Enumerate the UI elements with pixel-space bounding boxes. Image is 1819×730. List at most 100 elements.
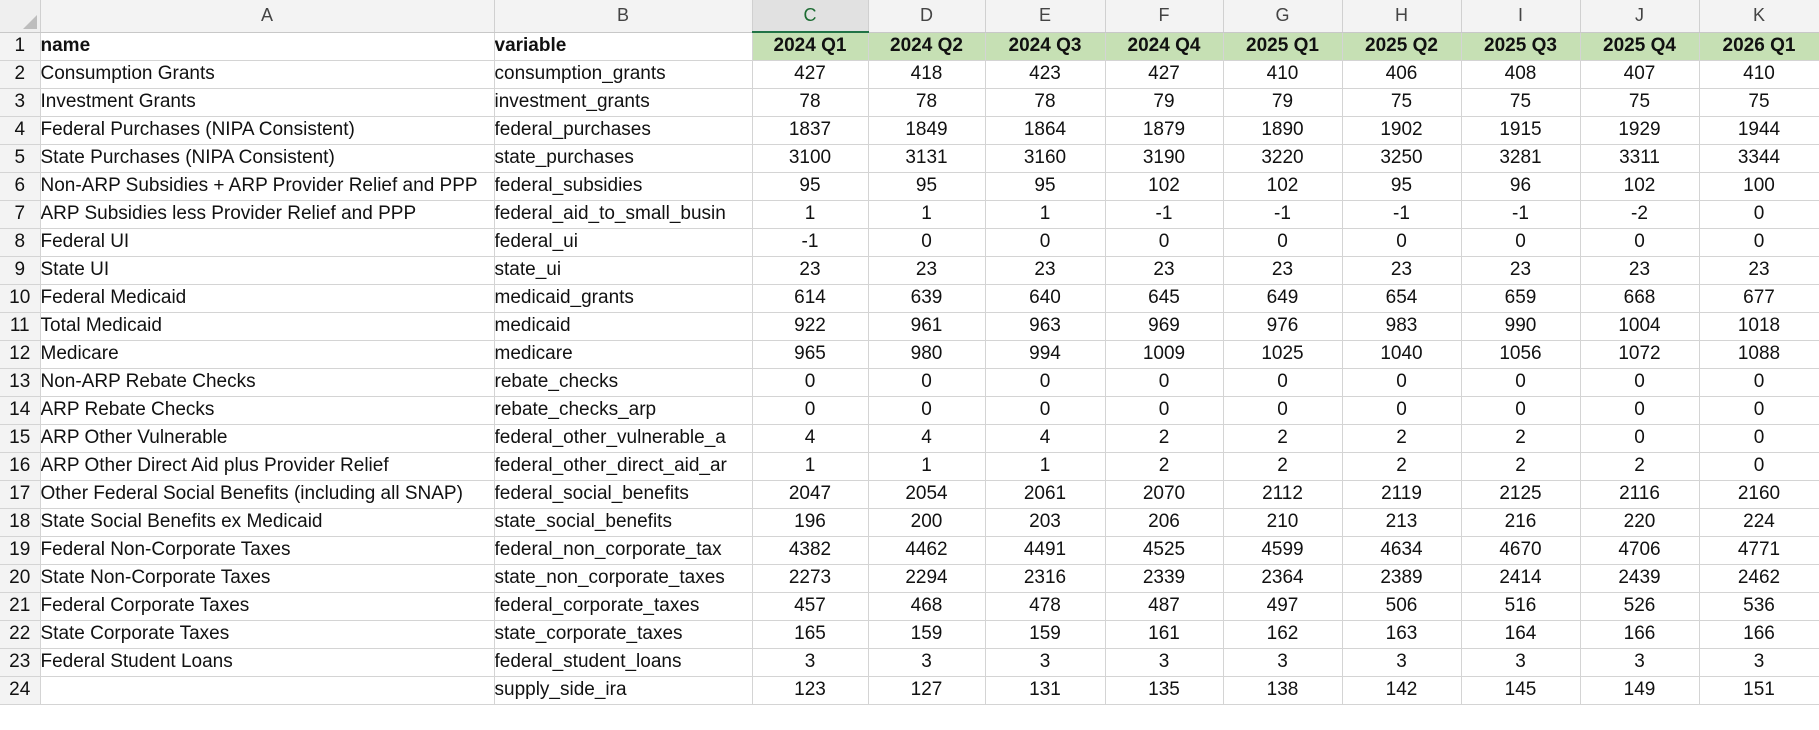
value-cell[interactable]: 423 (985, 60, 1106, 89)
value-cell[interactable]: 102 (1105, 172, 1224, 201)
value-cell[interactable]: 75 (1580, 88, 1700, 117)
value-cell[interactable]: -1 (752, 228, 869, 257)
name-cell[interactable]: State UI (40, 256, 495, 285)
value-cell[interactable]: 410 (1699, 60, 1819, 89)
variable-cell[interactable]: federal_non_corporate_tax (494, 536, 753, 565)
value-cell[interactable]: 79 (1223, 88, 1343, 117)
value-cell[interactable]: 427 (752, 60, 869, 89)
quarter-header-cell[interactable]: 2025 Q4 (1580, 32, 1700, 61)
value-cell[interactable]: 131 (985, 676, 1106, 705)
value-cell[interactable]: 2 (1461, 452, 1581, 481)
value-cell[interactable]: 677 (1699, 284, 1819, 313)
quarter-header-cell[interactable]: 2024 Q1 (752, 32, 869, 61)
quarter-header-cell[interactable]: 2025 Q3 (1461, 32, 1581, 61)
variable-cell[interactable]: rebate_checks (494, 368, 753, 397)
value-cell[interactable]: 526 (1580, 592, 1700, 621)
value-cell[interactable]: 2125 (1461, 480, 1581, 509)
row-header[interactable]: 7 (0, 200, 41, 229)
value-cell[interactable]: 0 (1223, 368, 1343, 397)
variable-cell[interactable]: medicaid (494, 312, 753, 341)
value-cell[interactable]: 4 (868, 424, 986, 453)
value-cell[interactable]: 1072 (1580, 340, 1700, 369)
column-header-b[interactable]: B (494, 0, 753, 33)
value-cell[interactable]: 410 (1223, 60, 1343, 89)
value-cell[interactable]: 3 (1105, 648, 1224, 677)
value-cell[interactable]: 497 (1223, 592, 1343, 621)
value-cell[interactable]: 1902 (1342, 116, 1462, 145)
value-cell[interactable]: 0 (1580, 228, 1700, 257)
value-cell[interactable]: 1864 (985, 116, 1106, 145)
value-cell[interactable]: 2364 (1223, 564, 1343, 593)
value-cell[interactable]: 1 (985, 200, 1106, 229)
value-cell[interactable]: 102 (1580, 172, 1700, 201)
value-cell[interactable]: 1929 (1580, 116, 1700, 145)
value-cell[interactable]: 210 (1223, 508, 1343, 537)
value-cell[interactable]: 2119 (1342, 480, 1462, 509)
variable-cell[interactable]: medicare (494, 340, 753, 369)
quarter-header-cell[interactable]: 2024 Q4 (1105, 32, 1224, 61)
value-cell[interactable]: 0 (1223, 228, 1343, 257)
value-cell[interactable]: 1890 (1223, 116, 1343, 145)
name-cell[interactable]: Medicare (40, 340, 495, 369)
value-cell[interactable]: 536 (1699, 592, 1819, 621)
value-cell[interactable]: 1 (752, 200, 869, 229)
column-header-j[interactable]: J (1580, 0, 1700, 33)
value-cell[interactable]: 1837 (752, 116, 869, 145)
variable-cell[interactable]: federal_other_direct_aid_ar (494, 452, 753, 481)
value-cell[interactable]: 1004 (1580, 312, 1700, 341)
value-cell[interactable]: 2047 (752, 480, 869, 509)
value-cell[interactable]: 3 (1223, 648, 1343, 677)
value-cell[interactable]: 1018 (1699, 312, 1819, 341)
name-cell[interactable]: Total Medicaid (40, 312, 495, 341)
name-cell[interactable]: Federal Student Loans (40, 648, 495, 677)
value-cell[interactable]: 4382 (752, 536, 869, 565)
value-cell[interactable]: 1009 (1105, 340, 1224, 369)
row-header[interactable]: 14 (0, 396, 41, 425)
name-cell[interactable]: Federal UI (40, 228, 495, 257)
value-cell[interactable]: 142 (1342, 676, 1462, 705)
quarter-header-cell[interactable]: 2024 Q2 (868, 32, 986, 61)
row-header[interactable]: 1 (0, 32, 41, 61)
name-cell[interactable]: Federal Non-Corporate Taxes (40, 536, 495, 565)
value-cell[interactable]: 457 (752, 592, 869, 621)
variable-cell[interactable]: rebate_checks_arp (494, 396, 753, 425)
value-cell[interactable]: 487 (1105, 592, 1224, 621)
value-cell[interactable]: 2316 (985, 564, 1106, 593)
value-cell[interactable]: 4670 (1461, 536, 1581, 565)
value-cell[interactable]: 0 (1105, 368, 1224, 397)
row-header[interactable]: 24 (0, 676, 41, 705)
value-cell[interactable]: 2294 (868, 564, 986, 593)
row-header[interactable]: 8 (0, 228, 41, 257)
value-cell[interactable]: 407 (1580, 60, 1700, 89)
value-cell[interactable]: 166 (1580, 620, 1700, 649)
value-cell[interactable]: 216 (1461, 508, 1581, 537)
name-cell[interactable]: Federal Purchases (NIPA Consistent) (40, 116, 495, 145)
row-header[interactable]: 21 (0, 592, 41, 621)
value-cell[interactable]: 0 (1699, 396, 1819, 425)
value-cell[interactable]: 4525 (1105, 536, 1224, 565)
value-cell[interactable]: 640 (985, 284, 1106, 313)
name-cell[interactable]: State Social Benefits ex Medicaid (40, 508, 495, 537)
value-cell[interactable]: 0 (1580, 396, 1700, 425)
value-cell[interactable]: 23 (868, 256, 986, 285)
value-cell[interactable]: 2 (1580, 452, 1700, 481)
value-cell[interactable]: 3100 (752, 144, 869, 173)
value-cell[interactable]: 224 (1699, 508, 1819, 537)
value-cell[interactable]: 0 (1461, 396, 1581, 425)
column-header-a[interactable]: A (40, 0, 495, 33)
value-cell[interactable]: 151 (1699, 676, 1819, 705)
value-cell[interactable]: 0 (1105, 228, 1224, 257)
value-cell[interactable]: 0 (1461, 368, 1581, 397)
value-cell[interactable]: 4771 (1699, 536, 1819, 565)
value-cell[interactable]: 976 (1223, 312, 1343, 341)
value-cell[interactable]: 75 (1342, 88, 1462, 117)
value-cell[interactable]: 1088 (1699, 340, 1819, 369)
value-cell[interactable]: 468 (868, 592, 986, 621)
value-cell[interactable]: 2 (1223, 424, 1343, 453)
value-cell[interactable]: 2339 (1105, 564, 1224, 593)
value-cell[interactable]: 95 (868, 172, 986, 201)
variable-cell[interactable]: state_social_benefits (494, 508, 753, 537)
value-cell[interactable]: 213 (1342, 508, 1462, 537)
row-header[interactable]: 4 (0, 116, 41, 145)
value-cell[interactable]: 23 (985, 256, 1106, 285)
